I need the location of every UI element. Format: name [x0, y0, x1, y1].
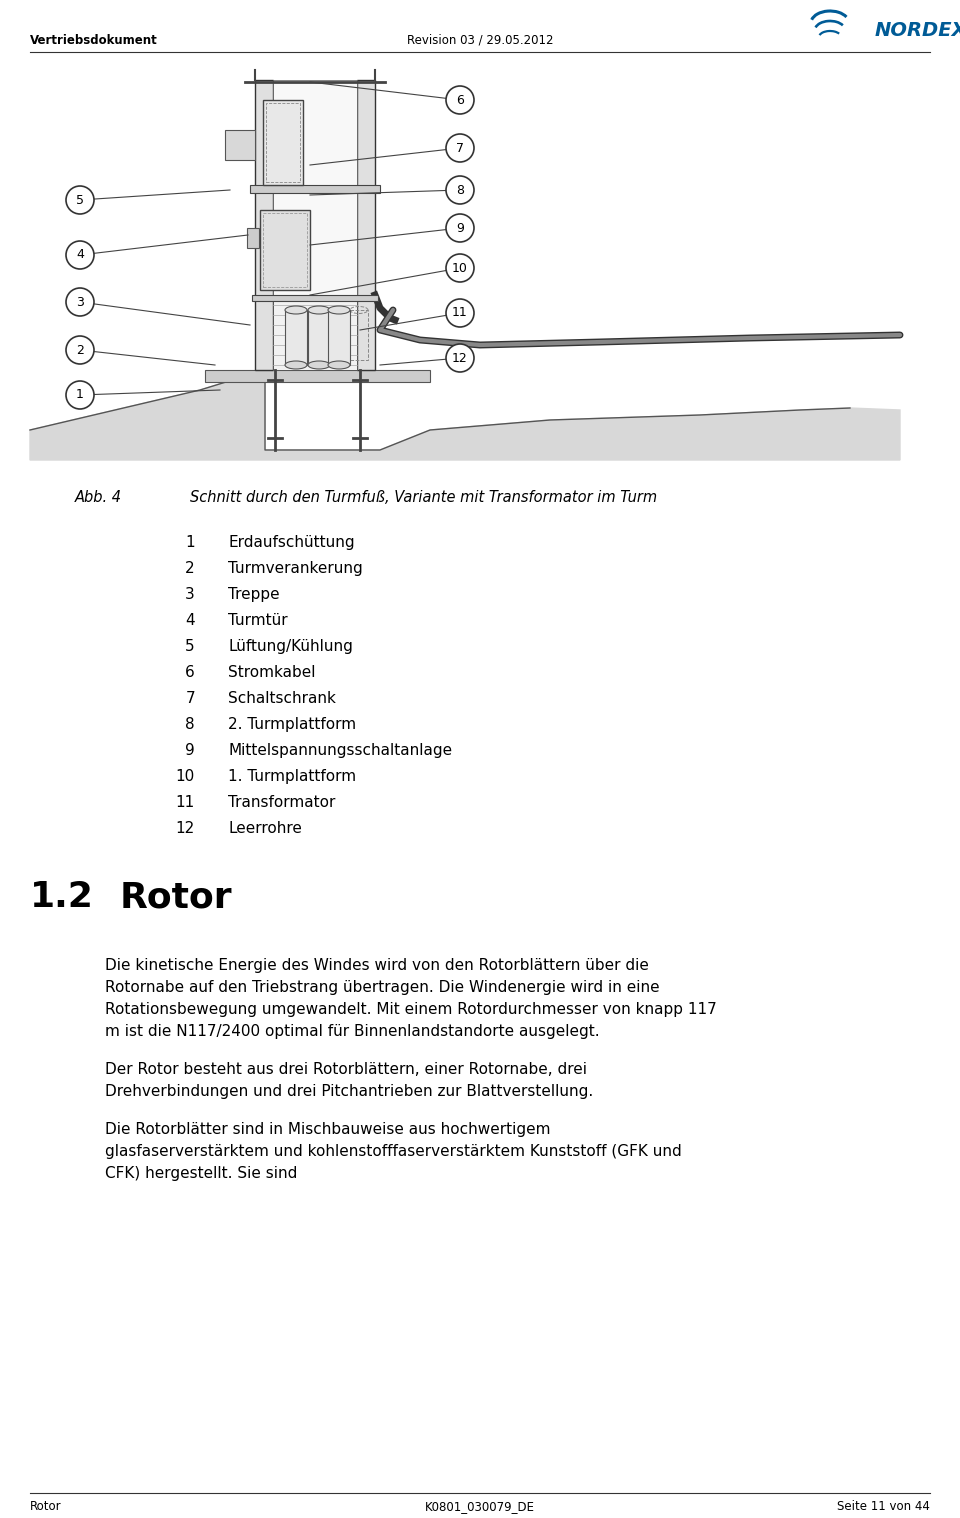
Bar [250, 185, 380, 193]
Text: Erdaufschüttung: Erdaufschüttung [228, 534, 354, 550]
Text: K0801_030079_DE: K0801_030079_DE [425, 1500, 535, 1513]
Text: Vertriebsdokument: Vertriebsdokument [30, 33, 157, 47]
Bar [350, 310, 368, 360]
Text: m ist die N117/2400 optimal für Binnenlandstandorte ausgelegt.: m ist die N117/2400 optimal für Binnenla… [105, 1025, 600, 1038]
Text: 2: 2 [76, 343, 84, 357]
Text: 12: 12 [452, 352, 468, 364]
Text: Stromkabel: Stromkabel [228, 665, 316, 680]
Bar [328, 310, 350, 364]
Bar [273, 80, 357, 294]
Text: Rotor: Rotor [120, 880, 232, 914]
Text: 10: 10 [176, 770, 195, 783]
Bar [260, 209, 310, 290]
Text: 1. Turmplattform: 1. Turmplattform [228, 770, 356, 783]
Text: 11: 11 [176, 795, 195, 811]
Circle shape [446, 87, 474, 114]
Text: Seite 11 von 44: Seite 11 von 44 [837, 1500, 930, 1513]
Text: NORDEX: NORDEX [875, 21, 960, 39]
Text: Leerrohre: Leerrohre [228, 821, 301, 836]
Polygon shape [30, 370, 900, 460]
Text: 12: 12 [176, 821, 195, 836]
Polygon shape [205, 370, 430, 383]
Text: Treppe: Treppe [228, 587, 279, 603]
Text: 9: 9 [456, 222, 464, 234]
Text: 1: 1 [185, 534, 195, 550]
Bar [266, 103, 300, 182]
Bar [263, 100, 303, 185]
Bar [225, 131, 255, 159]
Bar [285, 310, 307, 364]
Ellipse shape [328, 361, 350, 369]
Circle shape [446, 345, 474, 372]
Text: 5: 5 [185, 639, 195, 654]
Text: Die Rotorblätter sind in Mischbauweise aus hochwertigem: Die Rotorblätter sind in Mischbauweise a… [105, 1122, 550, 1137]
Bar [247, 228, 259, 247]
Circle shape [446, 254, 474, 282]
Text: Die kinetische Energie des Windes wird von den Rotorblättern über die: Die kinetische Energie des Windes wird v… [105, 958, 649, 973]
Circle shape [66, 335, 94, 364]
Text: 2: 2 [185, 562, 195, 575]
Text: 7: 7 [456, 141, 464, 155]
Bar [357, 80, 375, 370]
Text: 11: 11 [452, 307, 468, 319]
Bar [252, 294, 378, 301]
Text: Rotationsbewegung umgewandelt. Mit einem Rotordurchmesser von knapp 117: Rotationsbewegung umgewandelt. Mit einem… [105, 1002, 717, 1017]
Text: Der Rotor besteht aus drei Rotorblättern, einer Rotornabe, drei: Der Rotor besteht aus drei Rotorblättern… [105, 1063, 587, 1076]
Circle shape [446, 134, 474, 162]
Text: Abb. 4: Abb. 4 [75, 490, 122, 505]
Ellipse shape [285, 361, 307, 369]
Text: 4: 4 [76, 249, 84, 261]
Text: 4: 4 [185, 613, 195, 628]
Ellipse shape [328, 307, 350, 314]
Text: 1.2: 1.2 [30, 880, 94, 914]
Text: 6: 6 [456, 94, 464, 106]
Circle shape [66, 241, 94, 269]
Text: Lüftung/Kühlung: Lüftung/Kühlung [228, 639, 353, 654]
Bar [255, 80, 273, 370]
Text: 7: 7 [185, 691, 195, 706]
Text: 9: 9 [185, 742, 195, 757]
Text: 1: 1 [76, 389, 84, 401]
Text: Schaltschrank: Schaltschrank [228, 691, 336, 706]
Text: 3: 3 [185, 587, 195, 603]
Text: Turmtür: Turmtür [228, 613, 288, 628]
Text: CFK) hergestellt. Sie sind: CFK) hergestellt. Sie sind [105, 1166, 298, 1181]
Text: 10: 10 [452, 261, 468, 275]
Text: Transformator: Transformator [228, 795, 335, 811]
Text: glasfaserverstärktem und kohlenstofffaserverstärktem Kunststoff (GFK und: glasfaserverstärktem und kohlenstofffase… [105, 1145, 682, 1160]
Bar [263, 213, 307, 287]
Ellipse shape [308, 361, 330, 369]
Text: Revision 03 / 29.05.2012: Revision 03 / 29.05.2012 [407, 33, 553, 47]
Circle shape [446, 214, 474, 241]
Circle shape [66, 381, 94, 408]
Text: Rotornabe auf den Triebstrang übertragen. Die Windenergie wird in eine: Rotornabe auf den Triebstrang übertragen… [105, 981, 660, 994]
Ellipse shape [308, 307, 330, 314]
Text: Rotor: Rotor [30, 1500, 61, 1513]
Circle shape [66, 288, 94, 316]
Text: 6: 6 [185, 665, 195, 680]
Text: 8: 8 [456, 184, 464, 196]
Text: Mittelspannungsschaltanlage: Mittelspannungsschaltanlage [228, 742, 452, 757]
Ellipse shape [285, 307, 307, 314]
Text: 8: 8 [185, 716, 195, 732]
Text: 3: 3 [76, 296, 84, 308]
Text: 2. Turmplattform: 2. Turmplattform [228, 716, 356, 732]
Text: Drehverbindungen und drei Pitchantrieben zur Blattverstellung.: Drehverbindungen und drei Pitchantrieben… [105, 1084, 593, 1099]
Circle shape [446, 176, 474, 203]
Circle shape [66, 187, 94, 214]
Text: 5: 5 [76, 193, 84, 206]
Circle shape [446, 299, 474, 326]
Bar [308, 310, 330, 364]
Text: Turmverankerung: Turmverankerung [228, 562, 363, 575]
Bar [273, 294, 357, 370]
Text: Schnitt durch den Turmfuß, Variante mit Transformator im Turm: Schnitt durch den Turmfuß, Variante mit … [190, 490, 658, 505]
